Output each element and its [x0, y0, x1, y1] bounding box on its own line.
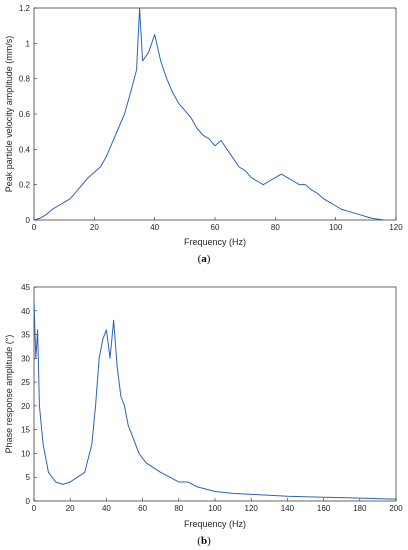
plot-b-ytick-label: 25	[21, 378, 30, 387]
plot-a-xlabel: Frequency (Hz)	[184, 237, 246, 247]
plot-b-series-group	[33, 301, 397, 500]
plot-a-ytick-group: 0 0.2 0.4 0.6 0.8 1 1.2	[19, 4, 37, 225]
plot-a-ytick-label: 0.6	[19, 110, 31, 119]
plot-b-frame	[33, 286, 397, 502]
caption-b: (b)	[197, 535, 211, 547]
plot-b-ytick-label: 40	[21, 307, 30, 316]
plot-b-xtick-label: 200	[389, 504, 403, 513]
plot-a-ytick-label: 0	[26, 216, 31, 225]
plot-a-xtick-group: 0 20 40 60 80 100 120	[32, 217, 403, 232]
plot-b-xtick-label: 0	[32, 504, 37, 513]
plot-a-xtick-label: 0	[32, 223, 37, 232]
caption-a-letter: a	[201, 253, 207, 265]
plot-b-xtick-label: 140	[281, 504, 295, 513]
plot-b-xtick-label: 160	[317, 504, 331, 513]
plot-a-frame	[33, 7, 397, 221]
panel-a: 0 20 40 60 80 100 120 0 0.2 0.4 0.6 0.8 1 1.2 Freque…	[4, 4, 403, 265]
plot-a-xtick-label: 120	[389, 223, 403, 232]
plot-b-ytick-label: 0	[26, 497, 31, 506]
plot-a-xtick-label: 60	[211, 223, 220, 232]
plot-a-series-line	[33, 7, 385, 221]
panel-b: 0 20 40 60 80 100 120 140 160 180 200 0 5 10 15 20 25 30…	[4, 283, 403, 547]
plot-b-xtick-label: 20	[66, 504, 75, 513]
plot-a-xtick-label: 100	[329, 223, 343, 232]
plot-a-xtick-label: 40	[150, 223, 159, 232]
plot-b-ytick-label: 30	[21, 354, 30, 363]
plot-a-ytick-label: 1.2	[19, 4, 31, 13]
plot-a-ylabel: Peak particle velocity amplitude (mm/s)	[4, 36, 14, 193]
plot-b-ytick-label: 10	[21, 449, 30, 458]
plot-b-xlabel: Frequency (Hz)	[184, 519, 246, 529]
caption-a: (a)	[198, 253, 211, 265]
plot-b-xtick-label: 80	[174, 504, 183, 513]
plot-b-xtick-label: 60	[138, 504, 147, 513]
plot-b-ytick-label: 20	[21, 402, 30, 411]
plot-a-ytick-label: 0.4	[19, 145, 31, 154]
plot-b-ytick-label: 15	[21, 426, 30, 435]
plot-b-ytick-label: 5	[26, 473, 31, 482]
plot-a-ytick-label: 0.2	[19, 181, 31, 190]
plot-a-xtick-label: 80	[271, 223, 280, 232]
plot-b-xtick-label: 180	[353, 504, 367, 513]
plot-b-xtick-label: 120	[245, 504, 259, 513]
plot-b-ylabel: Phase response amplitude (°)	[4, 335, 14, 454]
plot-b-xtick-group: 0 20 40 60 80 100 120 140 160 180 200	[32, 498, 403, 513]
plot-b-series-line	[33, 301, 397, 500]
plot-b-xtick-label: 100	[208, 504, 222, 513]
plot-a-ytick-label: 0.8	[19, 75, 31, 84]
plot-b-xtick-label: 40	[102, 504, 111, 513]
plot-a-ytick-label: 1	[26, 39, 31, 48]
plot-a-series-group	[33, 7, 385, 221]
plot-b-ytick-group: 0 5 10 15 20 25 30 35 40 45	[21, 283, 37, 506]
plot-b-ytick-label: 35	[21, 331, 30, 340]
plot-a-xtick-label: 20	[90, 223, 99, 232]
caption-b-letter: b	[201, 535, 207, 547]
plot-b-ytick-label: 45	[21, 283, 30, 292]
